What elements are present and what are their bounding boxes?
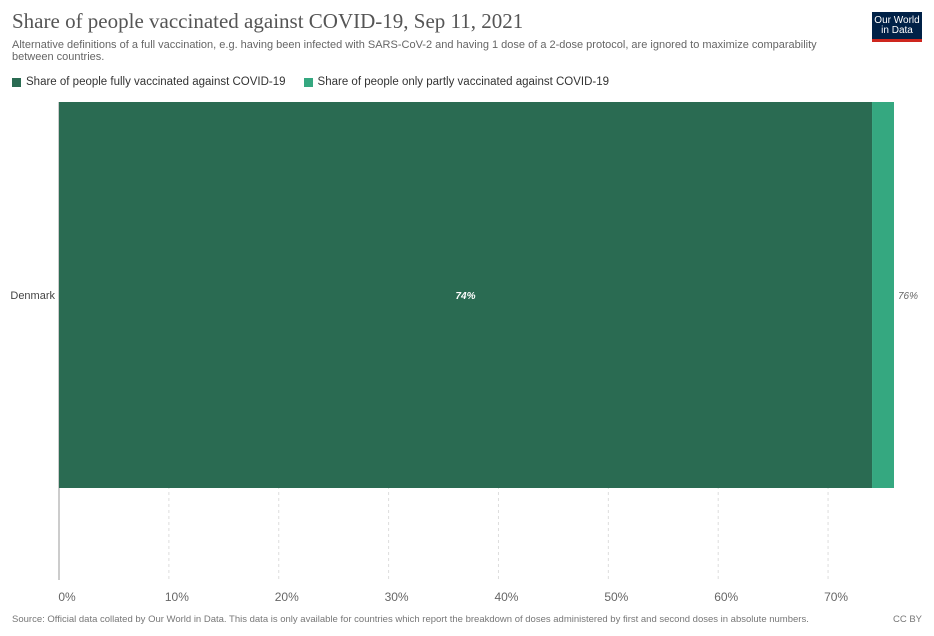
source-note: Source: Official data collated by Our Wo… bbox=[12, 614, 809, 625]
bar-value-label: 74% bbox=[456, 291, 476, 302]
x-tick-label: 0% bbox=[58, 590, 76, 604]
legend: Share of people fully vaccinated against… bbox=[12, 76, 609, 88]
owid-logo[interactable]: Our World in Data bbox=[872, 12, 922, 42]
legend-swatch-partly bbox=[303, 77, 313, 87]
x-tick-label: 20% bbox=[275, 590, 299, 604]
x-tick-label: 10% bbox=[165, 590, 189, 604]
logo-line-2: in Data bbox=[881, 25, 913, 36]
x-tick-label: 70% bbox=[824, 590, 848, 604]
chart-subtitle: Alternative definitions of a full vaccin… bbox=[12, 39, 817, 63]
x-tick-label: 50% bbox=[604, 590, 628, 604]
legend-item-partly[interactable]: Share of people only partly vaccinated a… bbox=[303, 76, 610, 88]
x-tick-label: 60% bbox=[714, 590, 738, 604]
logo-line-1: Our World bbox=[874, 15, 920, 26]
chart-title: Share of people vaccinated against COVID… bbox=[12, 9, 524, 33]
category-label: Denmark bbox=[10, 290, 55, 302]
legend-swatch-fully bbox=[12, 77, 21, 87]
x-tick-label: 40% bbox=[494, 590, 518, 604]
bar-partly-vaccinated[interactable] bbox=[872, 102, 894, 488]
total-value-label: 76% bbox=[898, 291, 918, 302]
license-label[interactable]: CC BY bbox=[892, 614, 922, 625]
legend-label-partly: Share of people only partly vaccinated a… bbox=[317, 76, 610, 88]
bar-fully-vaccinated[interactable] bbox=[59, 102, 873, 488]
x-tick-label: 30% bbox=[385, 590, 409, 604]
footer: Source: Official data collated by Our Wo… bbox=[12, 614, 922, 625]
legend-item-fully[interactable]: Share of people fully vaccinated against… bbox=[12, 76, 286, 88]
legend-label-fully: Share of people fully vaccinated against… bbox=[26, 76, 286, 88]
